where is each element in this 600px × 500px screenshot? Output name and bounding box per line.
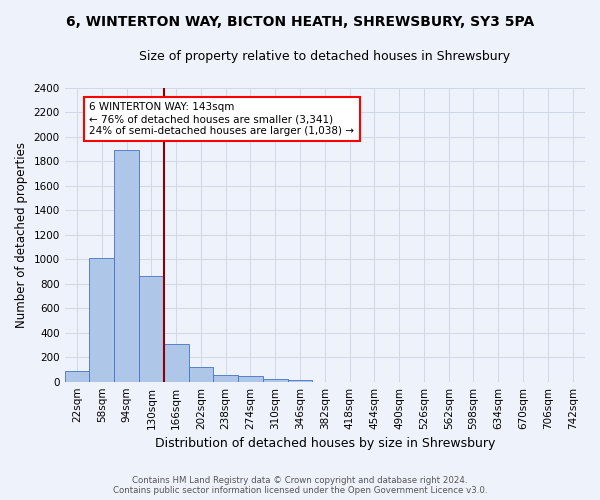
Bar bbox=[65, 370, 89, 382]
Bar bbox=[164, 344, 188, 382]
Bar bbox=[238, 376, 263, 382]
Text: 6, WINTERTON WAY, BICTON HEATH, SHREWSBURY, SY3 5PA: 6, WINTERTON WAY, BICTON HEATH, SHREWSBU… bbox=[66, 15, 534, 29]
Bar bbox=[114, 150, 139, 382]
Bar bbox=[287, 380, 313, 382]
Y-axis label: Number of detached properties: Number of detached properties bbox=[15, 142, 28, 328]
Bar bbox=[188, 367, 214, 382]
Bar bbox=[214, 376, 238, 382]
Text: Contains HM Land Registry data © Crown copyright and database right 2024.
Contai: Contains HM Land Registry data © Crown c… bbox=[113, 476, 487, 495]
X-axis label: Distribution of detached houses by size in Shrewsbury: Distribution of detached houses by size … bbox=[155, 437, 495, 450]
Bar bbox=[263, 380, 287, 382]
Bar bbox=[89, 258, 114, 382]
Title: Size of property relative to detached houses in Shrewsbury: Size of property relative to detached ho… bbox=[139, 50, 511, 63]
Bar bbox=[139, 276, 164, 382]
Text: 6 WINTERTON WAY: 143sqm
← 76% of detached houses are smaller (3,341)
24% of semi: 6 WINTERTON WAY: 143sqm ← 76% of detache… bbox=[89, 102, 355, 136]
